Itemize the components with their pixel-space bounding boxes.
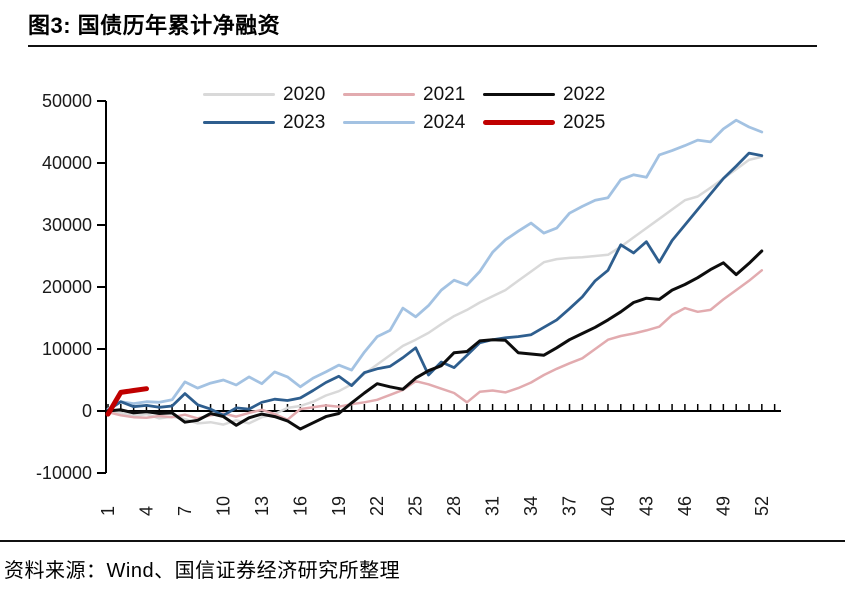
legend-label: 2023 [283, 112, 326, 133]
line-chart: -10000 0 10000 20000 30000 40000 50000 1 4 7 10 13 1… [36, 91, 781, 516]
x-tick-label: 28 [444, 496, 464, 516]
x-tick-label: 16 [290, 496, 310, 516]
x-tick-label: 46 [675, 496, 695, 516]
y-tick-label: -10000 [36, 463, 92, 483]
x-tick-label: 34 [521, 496, 541, 516]
x-tick-label: 1 [98, 506, 118, 516]
x-tick-label: 37 [560, 496, 580, 516]
x-tick-label: 43 [636, 496, 656, 516]
legend-label: 2021 [423, 84, 466, 105]
legend-item-2022: 2022 [483, 85, 609, 104]
y-tick-label: 20000 [42, 277, 92, 297]
y-tick-label: 0 [82, 401, 92, 421]
x-tick-label: 22 [367, 496, 387, 516]
x-tick-label: 10 [213, 496, 233, 516]
figure-footer: 资料来源：Wind、国信证券经济研究所整理 [0, 540, 845, 615]
y-tick-label: 40000 [42, 153, 92, 173]
legend-item-2024: 2024 [343, 113, 469, 132]
legend-swatch-2022 [483, 93, 555, 96]
x-tick-label: 49 [713, 496, 733, 516]
legend-row: 2023 2024 2025 [203, 113, 609, 132]
y-tick-label: 10000 [42, 339, 92, 359]
legend-row: 2020 2021 2022 [203, 85, 609, 104]
legend-swatch-2020 [203, 93, 275, 96]
chart-area: -10000 0 10000 20000 30000 40000 50000 1 4 7 10 13 1… [0, 47, 845, 540]
figure-header: 图3: 国债历年累计净融资 [0, 0, 845, 47]
legend-item-2020: 2020 [203, 85, 329, 104]
legend-item-2021: 2021 [343, 85, 469, 104]
source-note: 资料来源：Wind、国信证券经济研究所整理 [4, 560, 401, 582]
series-line-2023 [106, 151, 764, 417]
legend-label: 2025 [563, 112, 606, 133]
legend-label: 2022 [563, 84, 606, 105]
series-line-2024 [106, 118, 764, 411]
legend-item-2025: 2025 [483, 113, 609, 132]
chart-legend: 2020 2021 2022 2023 2024 2025 [203, 85, 609, 132]
x-tick-label: 25 [406, 496, 426, 516]
legend-item-2023: 2023 [203, 113, 329, 132]
series-line-2022 [106, 249, 764, 431]
legend-swatch-2023 [203, 121, 275, 124]
chart-title: 图3: 国债历年累计净融资 [28, 13, 281, 38]
x-tick-label: 4 [136, 506, 156, 516]
x-tick-label: 52 [752, 496, 772, 516]
title-divider [28, 45, 817, 47]
y-tick-label: 30000 [42, 215, 92, 235]
legend-label: 2024 [423, 112, 466, 133]
x-tick-label: 7 [175, 506, 195, 516]
series-line-2025 [105, 386, 149, 417]
x-tick-label: 19 [329, 496, 349, 516]
x-tick-label: 31 [483, 496, 503, 516]
legend-swatch-2025 [483, 120, 555, 125]
legend-swatch-2024 [343, 121, 415, 124]
y-tick-label: 50000 [42, 91, 92, 111]
legend-swatch-2021 [343, 93, 415, 96]
series-line-2020 [106, 155, 764, 426]
x-tick-label: 40 [598, 496, 618, 516]
x-tick-label: 13 [252, 496, 272, 516]
legend-label: 2020 [283, 84, 326, 105]
series-line-2021 [106, 269, 764, 421]
